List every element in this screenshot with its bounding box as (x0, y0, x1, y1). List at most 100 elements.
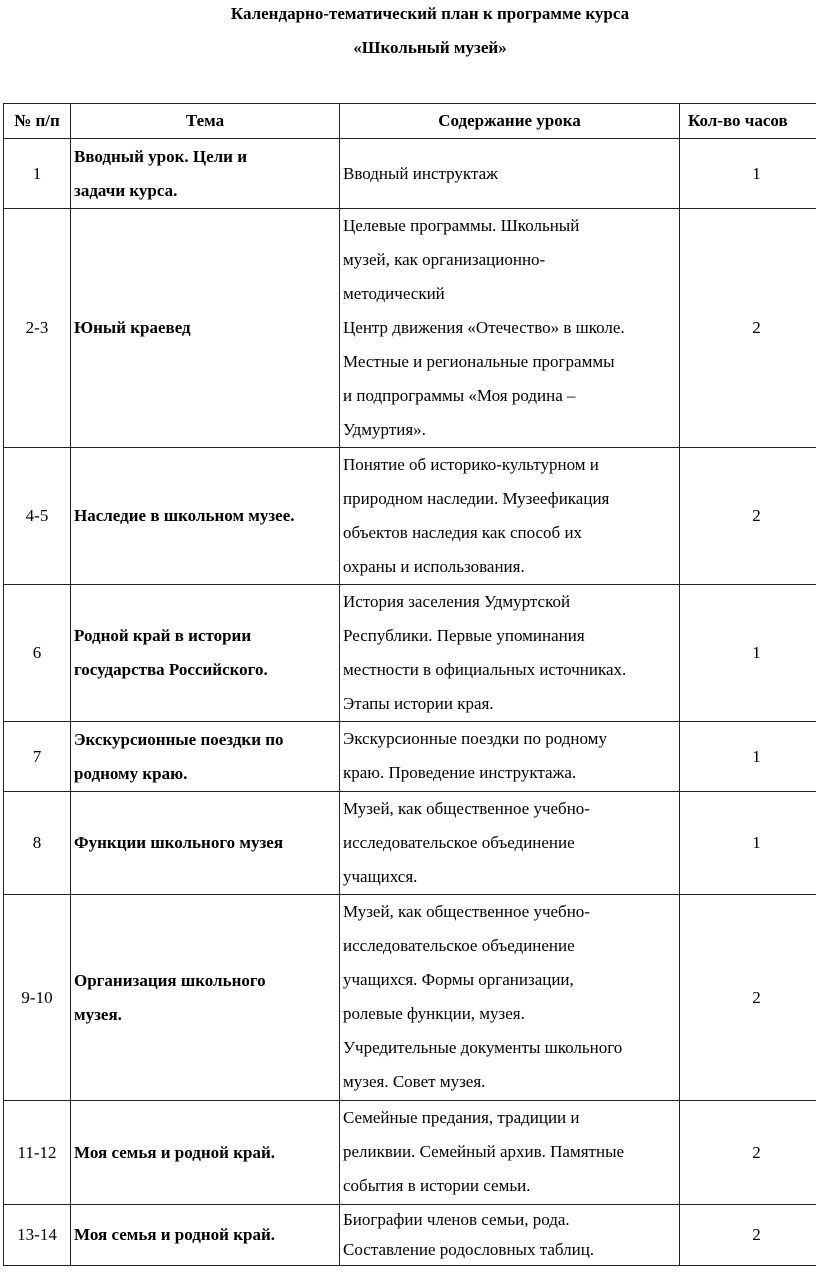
table-row: 7 Экскурсионные поездки по родному краю. Эк… (3, 721, 816, 792)
content-line: учащихся. Формы организации, (343, 970, 574, 989)
header-hours: Кол-во часов (679, 103, 816, 139)
content-line: исследовательское объединение (343, 936, 575, 955)
lesson-number-text: 4-5 (25, 506, 49, 525)
lesson-topic: Юный краевед (70, 208, 340, 448)
topic-line: Экскурсионные поездки по (74, 729, 284, 749)
lesson-content: История заселения Удмуртской Республики. … (339, 584, 680, 722)
content-line: Вводный инструктаж (343, 163, 498, 183)
topic-line: задачи курса. (74, 180, 178, 200)
topic-line: Вводный урок. Цели и (74, 146, 248, 166)
lesson-hours-text: 2 (752, 987, 761, 1007)
topic-line: Родной край в истории (74, 626, 252, 645)
lesson-number-text: 8 (32, 833, 42, 852)
content-line: Музей, как общественное учебно- (343, 902, 590, 921)
lesson-content: Музей, как общественное учебно-исследова… (339, 894, 680, 1101)
lesson-number: 6 (3, 584, 71, 722)
content-line: Целевые программы. Школьный (343, 216, 580, 235)
content-line: объектов наследия как способ их (343, 523, 583, 542)
topic-line: Моя семья и родной край. (74, 1225, 276, 1244)
lesson-number-text: 1 (32, 163, 42, 183)
lesson-hours-text: 2 (752, 1225, 761, 1244)
lesson-hours-text: 1 (752, 643, 761, 662)
lesson-topic: Экскурсионные поездки по родному краю. (70, 721, 340, 792)
lesson-hours: 1 (679, 721, 816, 792)
content-line: местности в официальных источниках. (343, 660, 627, 679)
content-line: методический (343, 284, 445, 303)
lesson-hours-text: 2 (752, 318, 761, 337)
lesson-topic: Родной край в истории государства Российс… (70, 584, 340, 722)
table-row: 8 Функции школьного музея Музей, как общес… (3, 791, 816, 895)
document-title: Календарно-тематический план к программе… (230, 4, 630, 23)
lesson-number: 9-10 (3, 894, 71, 1101)
content-line: Учредительные документы школьного (343, 1038, 623, 1057)
lesson-number-text: 9-10 (21, 987, 53, 1007)
table-row: 6 Родной край в истории государства Россий… (3, 584, 816, 722)
topic-line: Юный краевед (74, 318, 191, 337)
content-line: История заселения Удмуртской (343, 592, 571, 611)
topic-line: родному краю. (74, 763, 188, 783)
topic-line: музея. (74, 1004, 122, 1024)
content-line: Удмуртия». (343, 420, 426, 439)
content-line: Составление родословных таблиц. (343, 1240, 595, 1259)
lesson-topic: Моя семья и родной край. (70, 1100, 340, 1205)
lesson-hours: 2 (679, 208, 816, 448)
lesson-hours: 1 (679, 138, 816, 209)
lesson-number-text: 6 (32, 643, 42, 662)
topic-line: Наследие в школьном музее. (74, 506, 295, 525)
lesson-content: Биографии членов семьи, рода. Составление… (339, 1204, 680, 1266)
lesson-topic: Вводный урок. Цели и задачи курса. (70, 138, 340, 209)
lesson-hours: 2 (679, 1204, 816, 1266)
header-content: Содержание урока (339, 103, 680, 139)
lesson-number: 2-3 (3, 208, 71, 448)
lesson-hours: 2 (679, 894, 816, 1101)
lesson-topic: Наследие в школьном музее. (70, 447, 340, 585)
lesson-content: Экскурсионные поездки по родному краю. Пр… (339, 721, 680, 792)
plan-table: № п/п Тема Содержание урока Кол-во часов… (3, 103, 816, 1266)
lesson-number: 1 (3, 138, 71, 209)
table-row: 2-3 Юный краевед Целевые программы. Школьн… (3, 208, 816, 448)
lesson-content: Целевые программы. Школьный музей, как ор… (339, 208, 680, 448)
lesson-topic: Организация школьного музея. (70, 894, 340, 1101)
content-line: музей, как организационно- (343, 250, 546, 269)
lesson-number-text: 7 (32, 746, 42, 766)
lesson-number-text: 13-14 (17, 1225, 57, 1244)
lesson-number: 8 (3, 791, 71, 895)
content-line: краю. Проведение инструктажа. (343, 763, 577, 782)
lesson-hours-text: 1 (752, 163, 761, 183)
content-line: Республики. Первые упоминания (343, 626, 585, 645)
lesson-number: 7 (3, 721, 71, 792)
lesson-hours-text: 1 (752, 746, 761, 766)
table-row: 13-14 Моя семья и родной край. Биографии ч… (3, 1204, 816, 1266)
content-line: Центр движения «Отечество» в школе. (343, 318, 625, 337)
lesson-content: Понятие об историко-культурном и природно… (339, 447, 680, 585)
header-number: № п/п (3, 103, 71, 139)
lesson-number: 4-5 (3, 447, 71, 585)
lesson-hours: 2 (679, 447, 816, 585)
lesson-content: Вводный инструктаж (339, 138, 680, 209)
lesson-hours-text: 2 (752, 506, 761, 525)
content-line: природном наследии. Музеефикация (343, 489, 610, 508)
lesson-content: Семейные предания, традиции и реликвии. С… (339, 1100, 680, 1205)
lesson-number: 11-12 (3, 1100, 71, 1205)
lesson-hours: 1 (679, 791, 816, 895)
lesson-content: Музей, как общественное учебно-исследова… (339, 791, 680, 895)
topic-line: Организация школьного (74, 970, 266, 990)
content-line: Семейные предания, традиции и (343, 1108, 580, 1127)
lesson-hours: 1 (679, 584, 816, 722)
content-line: Музей, как общественное учебно- (343, 799, 590, 818)
table-row: 4-5 Наследие в школьном музее. Понятие об … (3, 447, 816, 585)
lesson-number-text: 2-3 (25, 318, 49, 337)
content-line: события в истории семьи. (343, 1176, 531, 1195)
lesson-number: 13-14 (3, 1204, 71, 1266)
content-line: Понятие об историко-культурном и (343, 455, 599, 474)
content-line: музея. Совет музея. (343, 1072, 486, 1091)
content-line: Биографии членов семьи, рода. (343, 1210, 570, 1229)
topic-line: Моя семья и родной край. (74, 1142, 276, 1162)
lesson-hours: 2 (679, 1100, 816, 1205)
table-row: 11-12 Моя семья и родной край. Семейные пр… (3, 1100, 816, 1205)
content-line: охраны и использования. (343, 557, 525, 576)
content-line: Этапы истории края. (343, 694, 494, 713)
table-row: 9-10 Организация школьного музея. Музей, ка… (3, 894, 816, 1101)
lesson-hours-text: 1 (752, 833, 761, 852)
topic-line: государства Российского. (74, 660, 268, 679)
